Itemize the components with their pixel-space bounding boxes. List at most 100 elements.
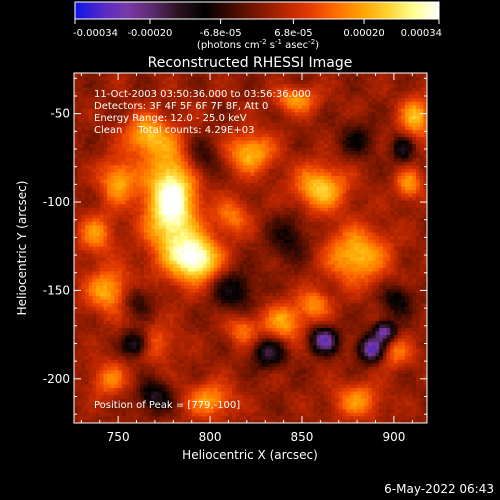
heatmap-cell	[85, 249, 90, 254]
heatmap-cell	[257, 359, 262, 364]
heatmap-cell	[294, 306, 299, 311]
heatmap-cell	[301, 256, 307, 261]
heatmap-cell	[404, 324, 410, 328]
heatmap-cell	[298, 387, 303, 392]
heatmap-cell	[309, 366, 314, 371]
heatmap-cell	[125, 415, 130, 420]
heatmap-cell	[136, 281, 141, 286]
heatmap-cell	[103, 256, 108, 261]
heatmap-cell	[81, 341, 86, 346]
heatmap-cell	[206, 253, 211, 258]
heatmap-cell	[324, 345, 329, 350]
heatmap-cell	[88, 278, 93, 282]
heatmap-cell	[184, 348, 189, 353]
heatmap-cell	[176, 405, 182, 410]
heatmap-cell	[213, 274, 218, 279]
heatmap-cell	[162, 377, 167, 381]
heatmap-cell	[276, 249, 281, 254]
heatmap-cell	[316, 408, 321, 413]
heatmap-cell	[96, 348, 101, 353]
heatmap-cell	[221, 348, 226, 353]
heatmap-cell	[180, 327, 185, 332]
heatmap-cell	[338, 415, 343, 420]
heatmap-cell	[85, 334, 90, 339]
heatmap-cell	[250, 242, 255, 247]
heatmap-cell	[261, 369, 266, 374]
heatmap-cell	[169, 352, 174, 357]
heatmap-cell	[279, 384, 284, 389]
heatmap-cell	[272, 366, 277, 371]
heatmap-cell	[121, 299, 126, 304]
heatmap-cell	[412, 377, 417, 381]
heatmap-cell	[132, 288, 137, 293]
heatmap-cell	[202, 253, 207, 258]
heatmap-cell	[357, 341, 362, 346]
heatmap-cell	[118, 401, 123, 406]
heatmap-cell	[382, 362, 387, 367]
heatmap-cell	[162, 398, 167, 403]
heatmap-cell	[224, 377, 229, 381]
heatmap-cell	[118, 377, 123, 381]
heatmap-cell	[320, 366, 325, 371]
heatmap-cell	[243, 384, 248, 389]
heatmap-cell	[162, 352, 167, 357]
heatmap-cell	[279, 299, 284, 304]
heatmap-cell	[401, 302, 406, 307]
heatmap-cell	[360, 299, 365, 304]
heatmap-cell	[239, 302, 244, 307]
heatmap-cell	[199, 306, 204, 311]
heatmap-cell	[239, 345, 244, 350]
heatmap-cell	[276, 345, 281, 350]
heatmap-cell	[404, 362, 410, 367]
heatmap-cell	[415, 263, 421, 268]
heatmap-cell	[283, 377, 288, 381]
heatmap-cell	[316, 320, 321, 325]
heatmap-cell	[243, 320, 248, 325]
heatmap-cell	[316, 292, 321, 297]
heatmap-cell	[224, 419, 229, 423]
heatmap-cell	[217, 380, 222, 385]
heatmap-cell	[74, 320, 79, 325]
heatmap-cell	[268, 387, 273, 392]
heatmap-cell	[158, 313, 163, 318]
heatmap-cell	[213, 401, 218, 406]
heatmap-cell	[103, 299, 108, 304]
heatmap-cell	[301, 384, 307, 389]
heatmap-cell	[283, 366, 288, 371]
heatmap-cell	[187, 260, 193, 265]
heatmap-cell	[408, 320, 413, 325]
heatmap-cell	[305, 242, 310, 247]
heatmap-cell	[151, 331, 156, 336]
heatmap-cell	[309, 362, 314, 367]
heatmap-cell	[375, 274, 380, 279]
heatmap-cell	[324, 415, 329, 420]
heatmap-cell	[143, 253, 148, 258]
heatmap-cell	[173, 278, 178, 282]
heatmap-cell	[357, 345, 362, 350]
heatmap-cell	[199, 394, 204, 399]
heatmap-cell	[268, 263, 273, 268]
heatmap-cell	[371, 373, 376, 378]
heatmap-cell	[371, 327, 376, 332]
heatmap-cell	[313, 377, 318, 381]
heatmap-cell	[151, 263, 156, 268]
heatmap-cell	[232, 415, 237, 420]
heatmap-cell	[88, 263, 93, 268]
heatmap-cell	[184, 281, 189, 286]
heatmap-cell	[357, 408, 362, 413]
heatmap-cell	[423, 278, 427, 282]
heatmap-cell	[165, 345, 171, 350]
heatmap-cell	[301, 270, 307, 275]
heatmap-cell	[162, 362, 167, 367]
heatmap-cell	[301, 341, 307, 346]
heatmap-cell	[176, 415, 182, 420]
heatmap-cell	[279, 267, 284, 272]
heatmap-cell	[103, 398, 108, 403]
heatmap-cell	[346, 239, 351, 244]
heatmap-cell	[313, 338, 318, 343]
heatmap-cell	[313, 387, 318, 392]
heatmap-cell	[357, 331, 362, 336]
heatmap-cell	[313, 408, 318, 413]
heatmap-cell	[375, 292, 380, 297]
heatmap-cell	[213, 295, 218, 300]
